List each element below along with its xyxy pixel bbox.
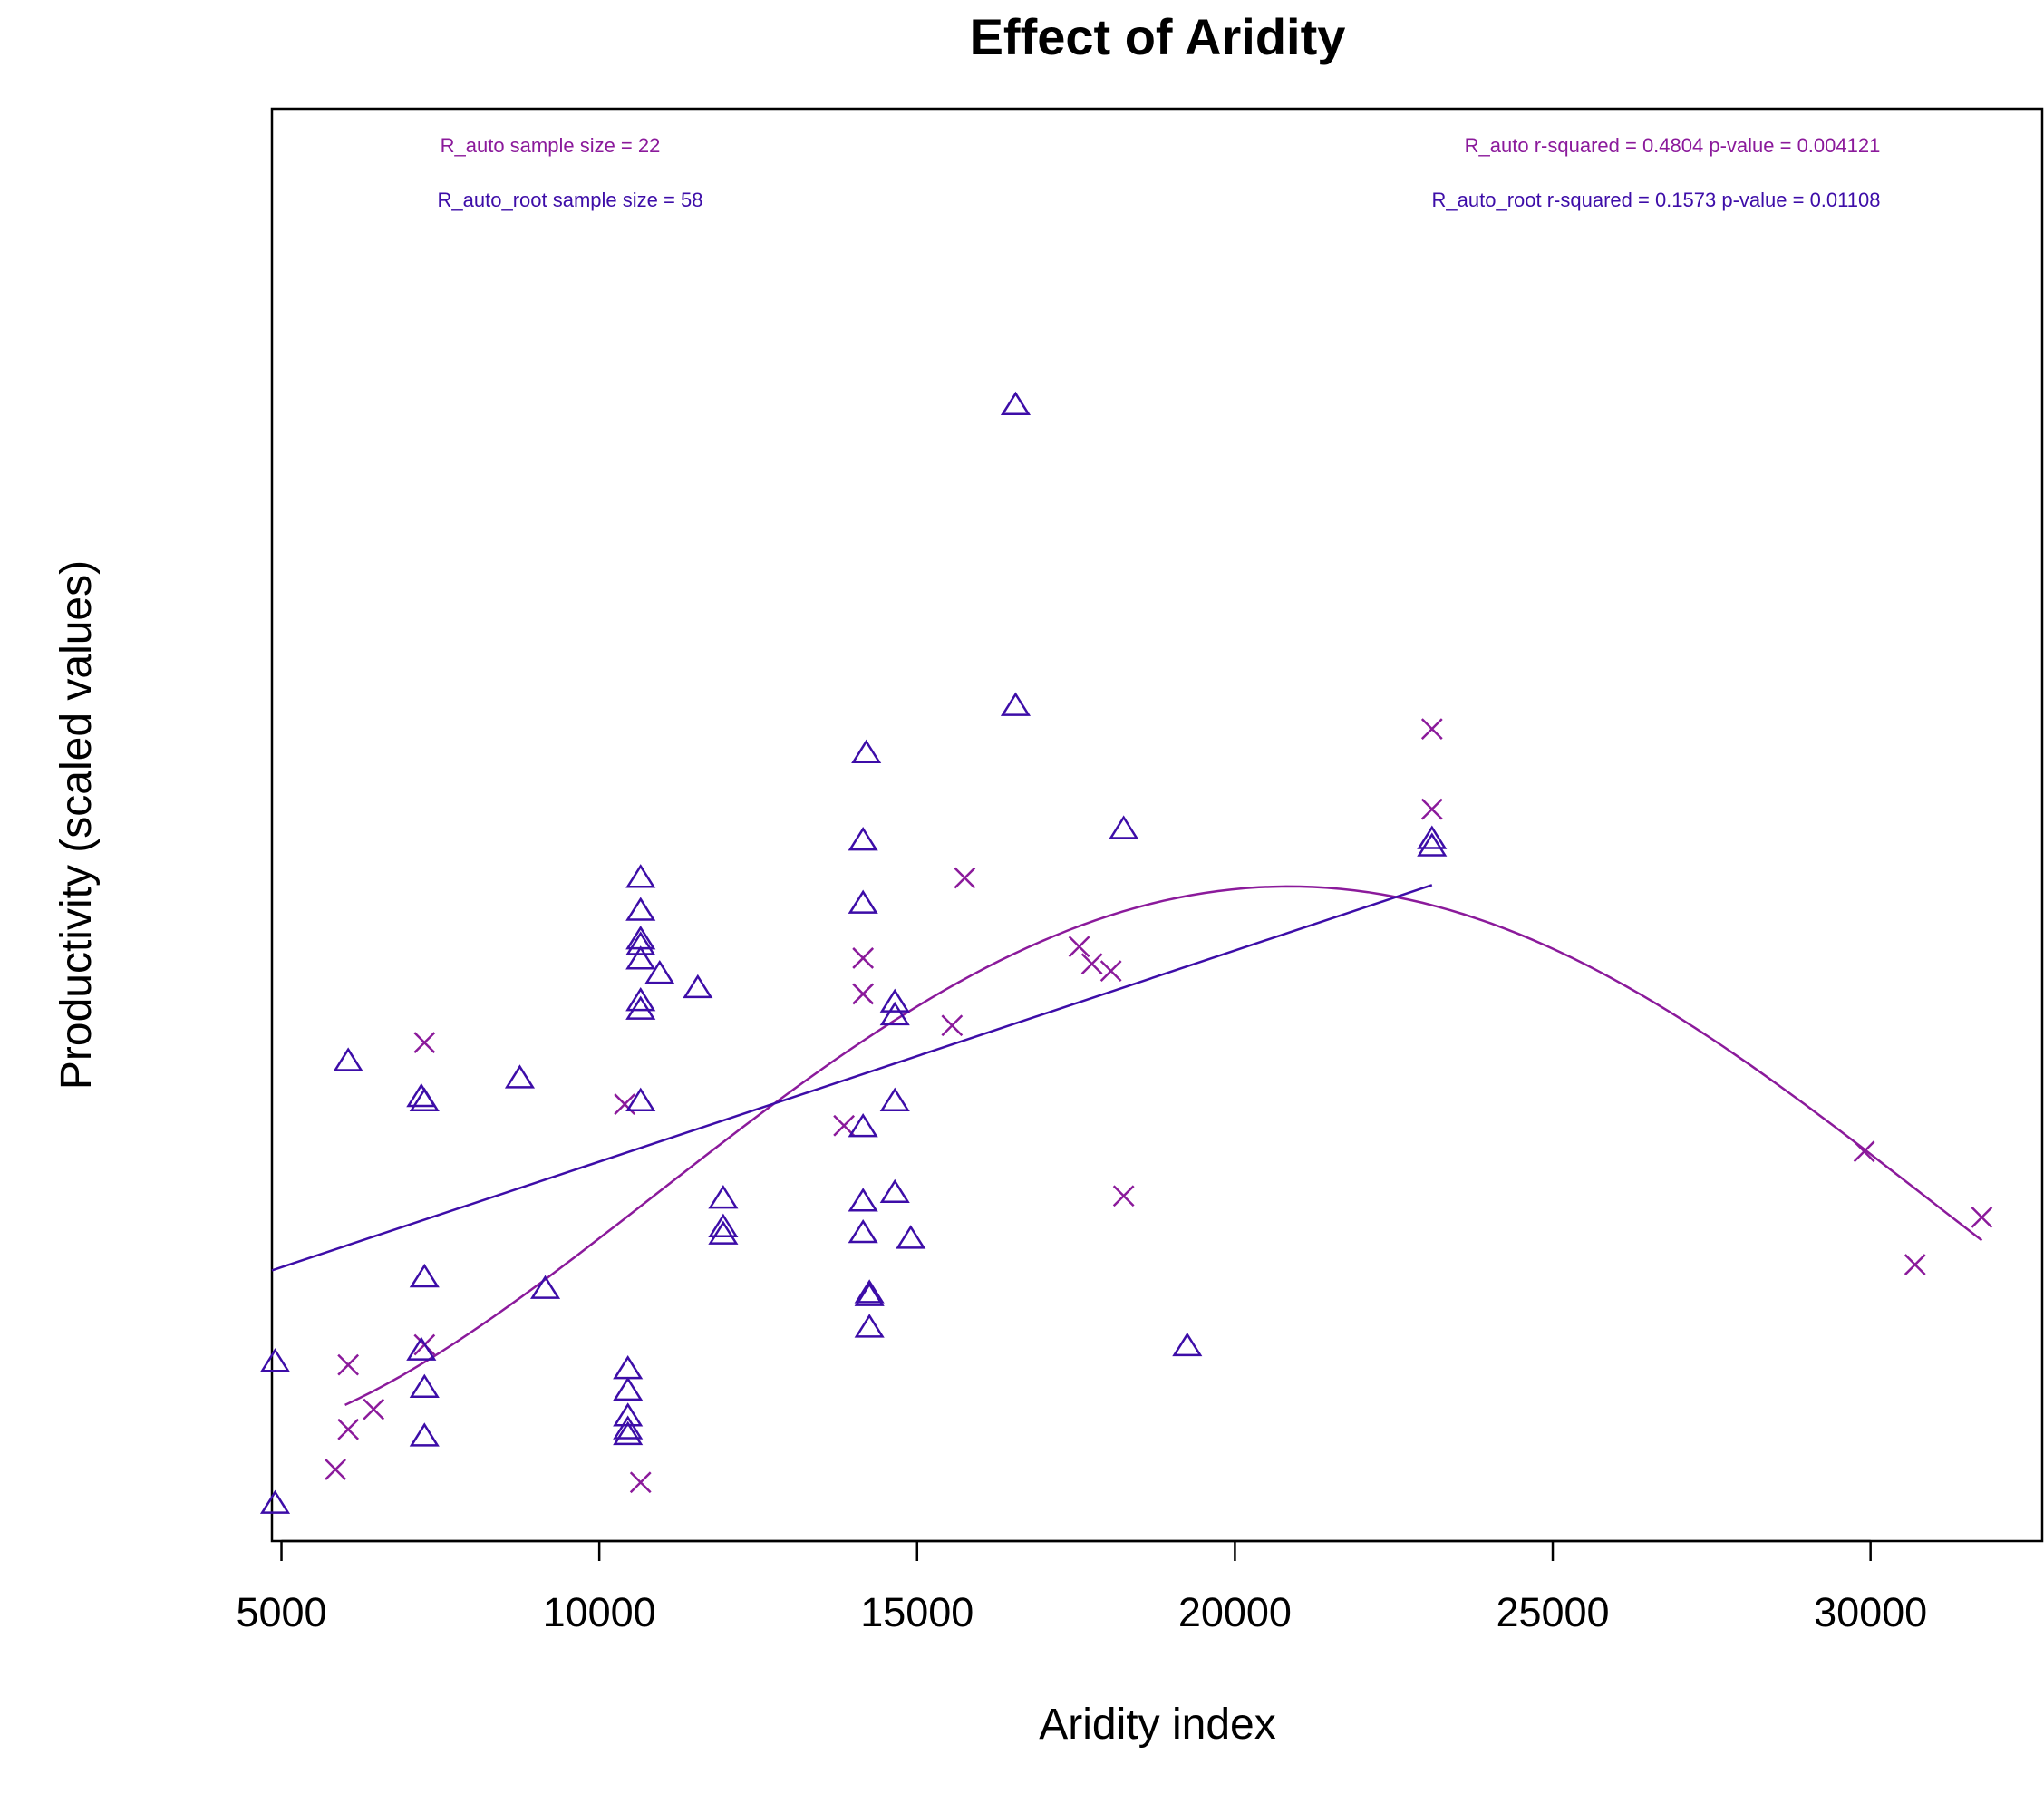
x-tick-label: 5000 <box>236 1589 326 1635</box>
point-r-auto-root <box>625 897 656 921</box>
point-r-auto-root <box>879 988 910 1013</box>
point-r-auto-root <box>879 1001 910 1026</box>
x-tick-label: 20000 <box>1178 1589 1292 1635</box>
point-r-auto-root <box>1172 1332 1203 1357</box>
annotation-r-auto-root-stats: R_auto_root r-squared = 0.1573 p-value =… <box>1432 189 1881 211</box>
plot-frame <box>270 107 2044 1543</box>
point-r-auto-root <box>613 1415 644 1440</box>
point-r-auto-root <box>854 1314 885 1338</box>
point-r-auto-root <box>625 926 656 950</box>
point-r-auto-root <box>613 1420 644 1446</box>
point-r-auto-root <box>625 864 656 888</box>
point-r-auto-root <box>625 1087 656 1111</box>
data-points <box>259 391 1993 1514</box>
point-r-auto <box>1099 960 1122 983</box>
point-r-auto <box>852 947 875 969</box>
point-r-auto <box>1904 1254 1926 1275</box>
point-r-auto-root <box>613 1355 644 1380</box>
point-r-auto-root <box>644 959 675 984</box>
point-r-auto-root <box>1417 832 1448 857</box>
annotation-r-auto-sample-size: R_auto sample size = 22 <box>441 134 661 157</box>
point-r-auto-root <box>848 1218 878 1244</box>
point-r-auto-root <box>504 1064 536 1089</box>
point-r-auto-root <box>409 1422 440 1447</box>
x-tick-label: 30000 <box>1814 1589 1927 1635</box>
fit-lines <box>271 884 1983 1407</box>
point-r-auto-root <box>683 974 713 999</box>
point-r-auto-root <box>854 1279 885 1304</box>
point-r-auto <box>941 1014 964 1037</box>
point-r-auto <box>1420 798 1443 820</box>
point-r-auto-root <box>409 1263 440 1288</box>
point-r-auto-root <box>406 1336 437 1361</box>
point-r-auto-root <box>708 1213 739 1237</box>
fit-line-r-auto <box>344 885 1983 1407</box>
point-r-auto <box>1080 953 1103 975</box>
point-r-auto <box>954 867 976 889</box>
point-r-auto-root <box>848 889 878 914</box>
point-r-auto-root <box>333 1047 363 1071</box>
point-r-auto-root <box>409 1373 440 1398</box>
point-r-auto-root <box>625 995 656 1020</box>
point-r-auto <box>1112 1185 1135 1207</box>
point-r-auto-root <box>625 945 656 970</box>
point-r-auto-root <box>259 1348 291 1372</box>
point-r-auto-root <box>879 1178 910 1204</box>
point-r-auto-root <box>1000 391 1032 416</box>
fit-line-r-auto-root <box>271 884 1433 1272</box>
annotation-r-auto-root-sample-size: R_auto_root sample size = 58 <box>438 189 703 211</box>
point-r-auto <box>1971 1207 1993 1228</box>
x-tick-label: 25000 <box>1496 1589 1609 1635</box>
point-r-auto <box>337 1418 360 1440</box>
point-r-auto <box>629 1471 652 1494</box>
point-r-auto <box>413 1032 436 1054</box>
point-r-auto-root <box>529 1275 561 1299</box>
point-r-auto-root <box>879 1087 910 1111</box>
point-r-auto <box>833 1114 856 1137</box>
point-r-auto <box>1420 718 1443 741</box>
point-r-auto-root <box>708 1220 739 1245</box>
point-r-auto-root <box>625 931 656 955</box>
point-r-auto-root <box>1417 825 1448 849</box>
point-r-auto-root <box>613 1376 644 1401</box>
point-r-auto-root <box>848 827 878 851</box>
point-r-auto-root <box>848 1113 878 1138</box>
point-r-auto-root <box>708 1185 739 1209</box>
point-r-auto <box>1068 936 1090 958</box>
point-r-auto-root <box>625 986 656 1012</box>
y-axis-label: Productivity (scaled values) <box>53 560 101 1090</box>
point-r-auto-root <box>1000 692 1032 716</box>
point-r-auto <box>1853 1140 1875 1163</box>
x-tick-label: 10000 <box>543 1589 656 1635</box>
point-r-auto <box>325 1459 347 1480</box>
x-axis: 5000 10000 15000 20000 25000 30000 <box>236 1539 1927 1635</box>
point-r-auto <box>363 1398 385 1420</box>
point-r-auto-root <box>259 1489 291 1514</box>
point-r-auto-root <box>848 1188 878 1212</box>
point-r-auto <box>852 983 875 1005</box>
point-r-auto-root <box>409 1087 440 1111</box>
chart-title: Effect of Aridity <box>970 8 1346 65</box>
point-r-auto-root <box>851 739 882 763</box>
point-r-auto-root <box>854 1282 885 1306</box>
point-r-auto-root <box>896 1225 926 1249</box>
x-axis-label: Aridity index <box>1039 1701 1275 1749</box>
annotation-r-auto-stats: R_auto r-squared = 0.4804 p-value = 0.00… <box>1465 134 1881 157</box>
point-r-auto-root <box>1109 815 1139 839</box>
x-tick-label: 15000 <box>860 1589 974 1635</box>
point-r-auto <box>337 1353 360 1376</box>
